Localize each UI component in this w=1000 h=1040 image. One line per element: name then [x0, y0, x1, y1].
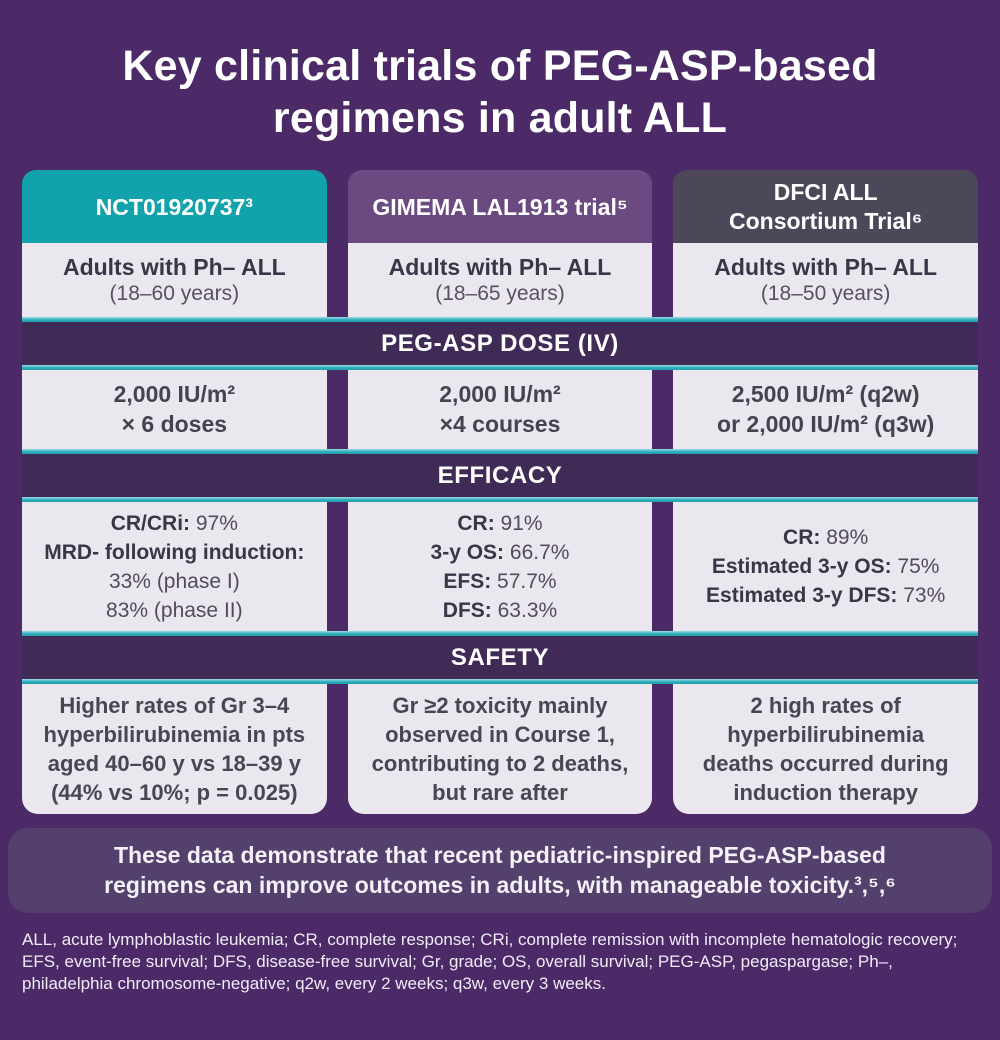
- efficacy-line: CR: 91%: [457, 511, 543, 535]
- efficacy-line: Estimated 3-y OS: 75%: [711, 555, 940, 579]
- population-row: Adults with Ph– ALL (18–60 years) Adults…: [22, 243, 978, 318]
- safety-line: 2 high rates of: [750, 692, 901, 718]
- safety-cell-dfci: 2 high rates of hyperbilirubinemia death…: [673, 684, 978, 815]
- efficacy-line: 3-y OS: 66.7%: [430, 540, 570, 564]
- population-label: Adults with Ph– ALL: [714, 253, 938, 280]
- page-title: Key clinical trials of PEG-ASP-based reg…: [30, 40, 970, 144]
- safety-line: Higher rates of Gr 3–4: [59, 692, 290, 718]
- dose-line1: 2,000 IU/m²: [113, 380, 236, 407]
- safety-line: observed in Course 1,: [385, 721, 615, 747]
- safety-line: Gr ≥2 toxicity mainly: [392, 692, 608, 718]
- safety-cell-gimema: Gr ≥2 toxicity mainly observed in Course…: [347, 684, 653, 815]
- safety-line: deaths occurred during: [702, 751, 949, 777]
- population-cell-gimema: Adults with Ph– ALL (18–65 years): [347, 243, 653, 318]
- efficacy-cell-nct: CR/CRi: 97% MRD- following induction: 33…: [22, 502, 327, 632]
- teal-divider: [22, 365, 978, 371]
- age-range: (18–50 years): [760, 282, 891, 306]
- efficacy-row: CR/CRi: 97% MRD- following induction: 33…: [22, 502, 978, 632]
- trials-table: NCT01920737³ GIMEMA LAL1913 trial⁵ DFCI …: [22, 170, 978, 815]
- summary-line2: regimens can improve outcomes in adults,…: [104, 872, 896, 899]
- teal-divider: [22, 449, 978, 455]
- efficacy-line: CR: 89%: [783, 526, 869, 550]
- abbreviations-footnote: ALL, acute lymphoblastic leukemia; CR, c…: [22, 929, 958, 993]
- population-label: Adults with Ph– ALL: [62, 253, 286, 280]
- safety-line: contributing to 2 deaths,: [371, 751, 629, 777]
- age-range: (18–65 years): [435, 282, 565, 306]
- dose-line2: ×4 courses: [439, 410, 561, 437]
- summary-line1: These data demonstrate that recent pedia…: [114, 842, 886, 869]
- safety-row: Higher rates of Gr 3–4 hyperbilirubinemi…: [22, 684, 978, 815]
- dose-line1: 2,500 IU/m² (q2w): [731, 380, 920, 407]
- population-label: Adults with Ph– ALL: [388, 253, 612, 280]
- safety-line: induction therapy: [733, 780, 918, 806]
- page-title-line1: Key clinical trials of PEG-ASP-based: [122, 42, 878, 90]
- dose-line1: 2,000 IU/m²: [439, 380, 561, 407]
- population-cell-dfci: Adults with Ph– ALL (18–50 years): [673, 243, 978, 318]
- dose-row: 2,000 IU/m² × 6 doses 2,000 IU/m² ×4 cou…: [22, 370, 978, 450]
- safety-line: hyperbilirubinemia in pts: [43, 721, 306, 747]
- efficacy-line: DFS: 63.3%: [442, 598, 558, 622]
- trial-header-row: NCT01920737³ GIMEMA LAL1913 trial⁵ DFCI …: [22, 170, 978, 244]
- efficacy-cell-gimema: CR: 91% 3-y OS: 66.7% EFS: 57.7% DFS: 63…: [347, 502, 653, 632]
- teal-divider: [22, 317, 978, 323]
- age-range: (18–60 years): [109, 282, 240, 306]
- teal-divider: [22, 679, 978, 685]
- dose-line2: or 2,000 IU/m² (q3w): [717, 410, 935, 437]
- safety-line: (44% vs 10%; p = 0.025): [51, 780, 298, 806]
- section-banner-dose: PEG-ASP DOSE (IV): [22, 322, 978, 366]
- efficacy-line: CR/CRi: 97%: [110, 511, 238, 535]
- dose-cell-gimema: 2,000 IU/m² ×4 courses: [347, 370, 653, 450]
- efficacy-cell-dfci: CR: 89% Estimated 3-y OS: 75% Estimated …: [673, 502, 978, 632]
- efficacy-line: 83% (phase II): [106, 598, 243, 622]
- trial-name: NCT01920737³: [95, 193, 253, 220]
- summary-callout: These data demonstrate that recent pedia…: [8, 828, 992, 913]
- trial-name: GIMEMA LAL1913 trial⁵: [372, 193, 628, 220]
- trial-header-dfci: DFCI ALL Consortium Trial⁶: [673, 170, 978, 244]
- safety-cell-nct: Higher rates of Gr 3–4 hyperbilirubinemi…: [22, 684, 327, 815]
- safety-line: but rare after: [432, 780, 568, 806]
- safety-line: hyperbilirubinemia: [727, 721, 925, 747]
- population-cell-nct: Adults with Ph– ALL (18–60 years): [22, 243, 327, 318]
- dose-line2: × 6 doses: [121, 410, 228, 437]
- dose-cell-nct: 2,000 IU/m² × 6 doses: [22, 370, 327, 450]
- section-banner-safety: SAFETY: [22, 636, 978, 680]
- trial-header-nct01920737: NCT01920737³: [22, 170, 327, 244]
- section-banner-efficacy: EFFICACY: [22, 454, 978, 498]
- teal-divider: [22, 497, 978, 503]
- efficacy-line: MRD- following induction:: [44, 540, 305, 564]
- safety-line: aged 40–60 y vs 18–39 y: [47, 751, 301, 777]
- teal-divider: [22, 631, 978, 637]
- efficacy-line: 33% (phase I): [108, 569, 240, 593]
- trial-name-line1: DFCI ALL: [773, 179, 878, 206]
- efficacy-line: EFS: 57.7%: [443, 569, 557, 593]
- dose-cell-dfci: 2,500 IU/m² (q2w) or 2,000 IU/m² (q3w): [673, 370, 978, 450]
- trial-header-gimema: GIMEMA LAL1913 trial⁵: [347, 170, 653, 244]
- efficacy-line: Estimated 3-y DFS: 73%: [706, 584, 946, 608]
- trial-name-line2: Consortium Trial⁶: [728, 207, 923, 234]
- page-title-line2: regimens in adult ALL: [272, 94, 728, 143]
